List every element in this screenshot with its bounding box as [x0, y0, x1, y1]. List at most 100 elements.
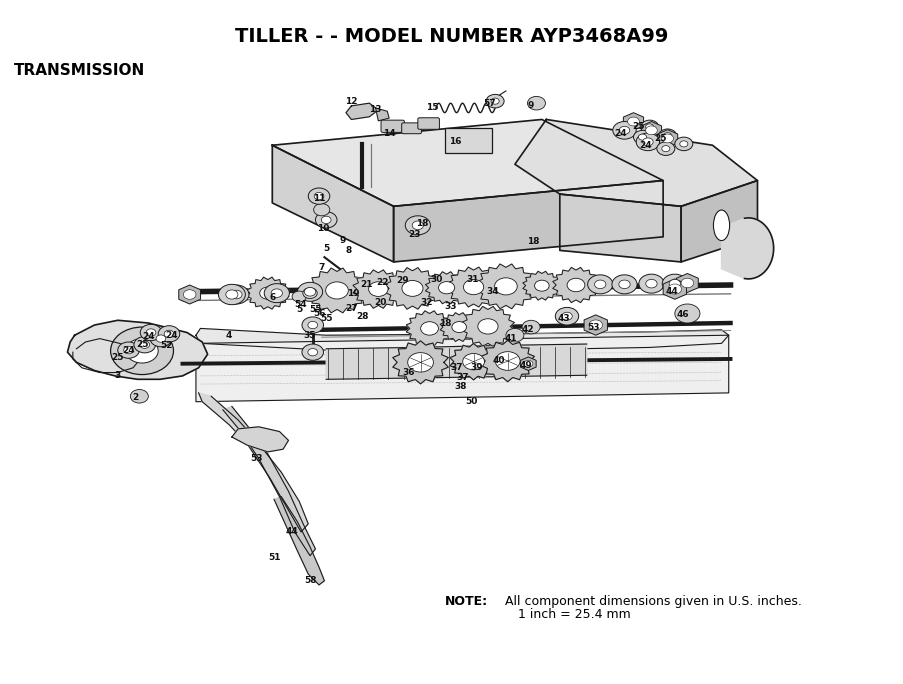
Text: 9: 9	[339, 236, 345, 245]
Circle shape	[633, 131, 651, 144]
Polygon shape	[552, 267, 599, 302]
Text: 7: 7	[318, 263, 324, 272]
Circle shape	[611, 275, 637, 294]
Circle shape	[124, 347, 134, 354]
Text: 8: 8	[345, 246, 351, 255]
Circle shape	[304, 287, 315, 296]
Text: 5: 5	[322, 244, 329, 253]
Circle shape	[506, 328, 524, 342]
Circle shape	[674, 137, 692, 150]
Polygon shape	[425, 272, 467, 304]
Ellipse shape	[712, 210, 729, 241]
Polygon shape	[520, 357, 535, 371]
Circle shape	[534, 280, 548, 291]
FancyBboxPatch shape	[417, 118, 439, 129]
Polygon shape	[450, 343, 497, 380]
Text: 18: 18	[526, 237, 538, 246]
Polygon shape	[663, 279, 685, 300]
Polygon shape	[480, 341, 534, 382]
Polygon shape	[680, 181, 757, 262]
Circle shape	[271, 289, 282, 298]
Text: 55: 55	[309, 305, 321, 314]
Text: 35: 35	[303, 331, 316, 340]
Circle shape	[420, 321, 438, 335]
Text: 10: 10	[317, 224, 330, 233]
Text: 6: 6	[269, 293, 275, 302]
Polygon shape	[272, 120, 663, 207]
Polygon shape	[522, 272, 560, 300]
Circle shape	[438, 282, 454, 294]
Polygon shape	[675, 274, 697, 293]
Circle shape	[110, 327, 173, 375]
Polygon shape	[196, 335, 728, 402]
Polygon shape	[232, 427, 288, 452]
Text: 55: 55	[320, 314, 332, 323]
Text: 53: 53	[587, 323, 600, 332]
Circle shape	[494, 278, 517, 295]
Circle shape	[478, 319, 498, 334]
Text: 5: 5	[296, 305, 303, 314]
Circle shape	[140, 341, 149, 348]
Circle shape	[308, 321, 317, 329]
Text: 50: 50	[465, 397, 478, 406]
Circle shape	[674, 304, 699, 323]
Text: TRANSMISSION: TRANSMISSION	[14, 63, 144, 78]
Text: 25: 25	[135, 340, 148, 350]
Circle shape	[325, 282, 348, 299]
Circle shape	[679, 141, 687, 147]
Circle shape	[636, 133, 659, 150]
Circle shape	[150, 330, 172, 347]
Polygon shape	[415, 345, 501, 378]
Circle shape	[219, 285, 245, 304]
Circle shape	[368, 282, 387, 296]
Polygon shape	[640, 122, 661, 139]
Text: 32: 32	[420, 298, 433, 307]
Text: 43: 43	[557, 314, 570, 323]
Circle shape	[134, 337, 155, 353]
Polygon shape	[392, 341, 448, 384]
Polygon shape	[721, 218, 773, 279]
Circle shape	[463, 279, 483, 295]
Circle shape	[259, 287, 275, 300]
Text: 37: 37	[456, 373, 469, 382]
Text: 41: 41	[504, 334, 517, 343]
Text: 37: 37	[450, 363, 462, 372]
Text: 23: 23	[407, 231, 420, 239]
Polygon shape	[352, 270, 404, 308]
Circle shape	[587, 275, 612, 294]
Text: 25: 25	[654, 134, 666, 143]
Circle shape	[412, 221, 423, 230]
Circle shape	[490, 98, 498, 104]
Circle shape	[645, 279, 656, 288]
Circle shape	[117, 342, 139, 358]
Polygon shape	[326, 347, 415, 380]
Circle shape	[146, 329, 155, 336]
Text: 44: 44	[285, 527, 298, 536]
Polygon shape	[199, 393, 308, 532]
Text: 25: 25	[111, 353, 124, 362]
FancyBboxPatch shape	[401, 123, 421, 133]
Polygon shape	[179, 285, 200, 304]
Circle shape	[594, 280, 605, 289]
Text: 33: 33	[443, 302, 456, 311]
Circle shape	[645, 126, 656, 135]
Circle shape	[405, 216, 430, 235]
Text: 22: 22	[377, 278, 388, 287]
Text: 39: 39	[470, 363, 483, 372]
Circle shape	[638, 274, 664, 293]
Polygon shape	[583, 315, 607, 335]
Polygon shape	[501, 344, 586, 377]
Text: 12: 12	[345, 96, 358, 105]
Text: 56: 56	[312, 309, 325, 318]
Text: 44: 44	[665, 287, 678, 295]
Polygon shape	[476, 264, 535, 308]
Text: 19: 19	[347, 289, 359, 298]
Circle shape	[645, 124, 653, 130]
Circle shape	[638, 134, 646, 140]
Text: 52: 52	[160, 341, 172, 350]
Text: 16: 16	[449, 137, 461, 146]
Text: 25: 25	[632, 122, 645, 131]
FancyBboxPatch shape	[380, 120, 404, 133]
Polygon shape	[223, 406, 315, 555]
Circle shape	[407, 353, 433, 372]
